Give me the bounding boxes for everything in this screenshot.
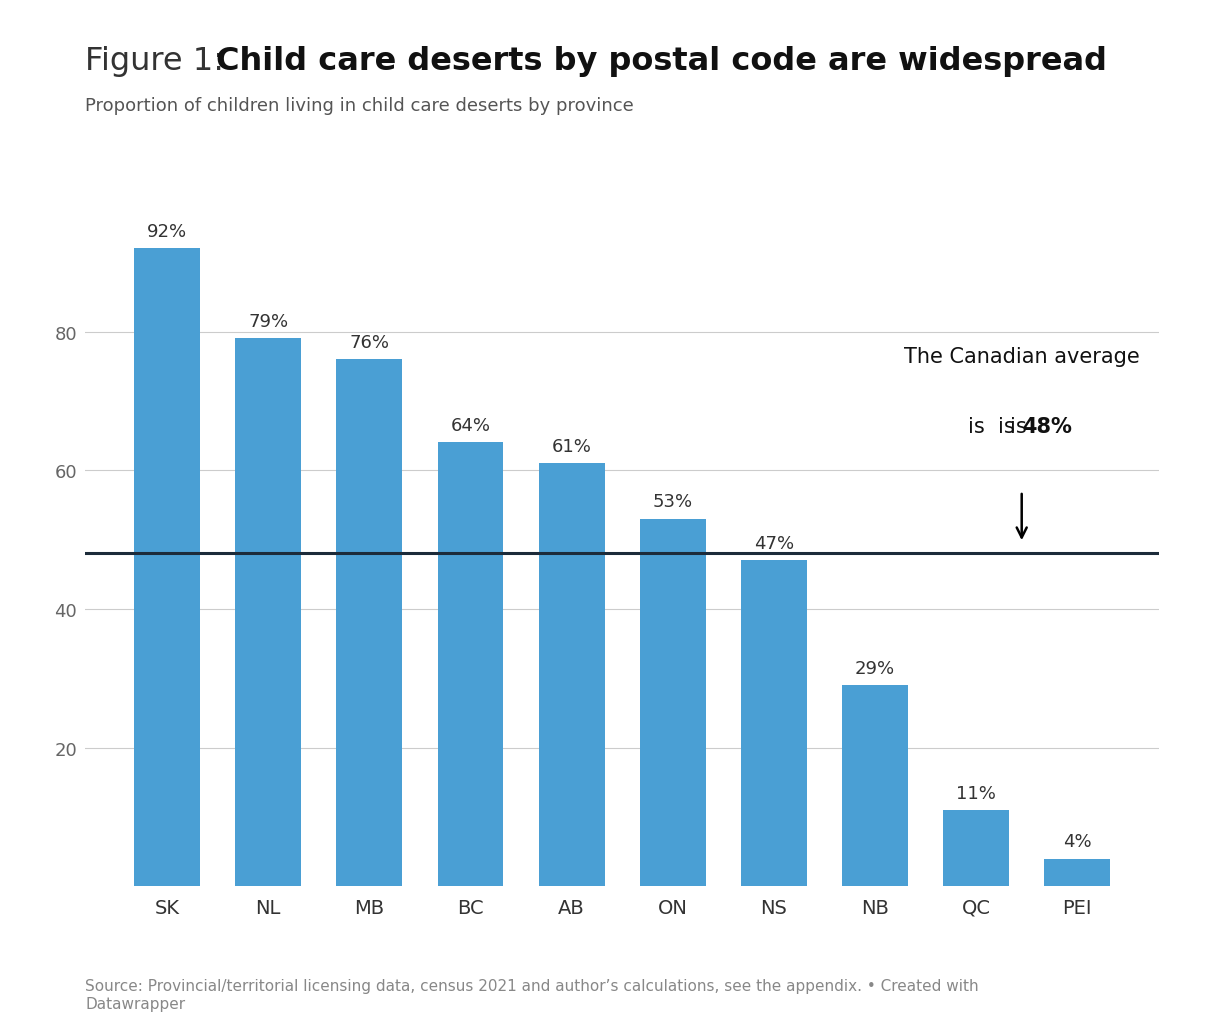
Bar	[539, 464, 604, 887]
Text: 47%: 47%	[754, 535, 794, 552]
Text: is: is	[998, 416, 1021, 436]
Text: 79%: 79%	[248, 313, 288, 331]
Text: 53%: 53%	[653, 493, 693, 511]
Text: 64%: 64%	[450, 417, 490, 435]
Text: 61%: 61%	[551, 437, 592, 455]
Bar	[438, 443, 504, 887]
Text: Source: Provincial/territorial licensing data, census 2021 and author’s calculat: Source: Provincial/territorial licensing…	[85, 978, 978, 1011]
Text: 4%: 4%	[1063, 833, 1092, 851]
Text: 11%: 11%	[956, 784, 996, 802]
Bar	[337, 360, 403, 887]
Bar	[640, 520, 705, 887]
Bar	[235, 339, 301, 887]
Text: Child care deserts by postal code are widespread: Child care deserts by postal code are wi…	[216, 46, 1107, 76]
Text: 92%: 92%	[146, 223, 187, 240]
Text: 48%: 48%	[1021, 416, 1071, 436]
Bar	[842, 686, 908, 887]
Bar	[741, 560, 806, 887]
Text: 29%: 29%	[855, 659, 895, 678]
Text: The Canadian average: The Canadian average	[904, 346, 1139, 367]
Bar	[1044, 859, 1110, 887]
Bar	[943, 810, 1009, 887]
Text: is: is	[967, 416, 992, 436]
Text: Proportion of children living in child care deserts by province: Proportion of children living in child c…	[85, 97, 634, 115]
Text: Figure 1:: Figure 1:	[85, 46, 234, 76]
Text: 76%: 76%	[349, 333, 389, 352]
Bar	[134, 249, 200, 887]
Text: is: is	[1010, 416, 1033, 436]
